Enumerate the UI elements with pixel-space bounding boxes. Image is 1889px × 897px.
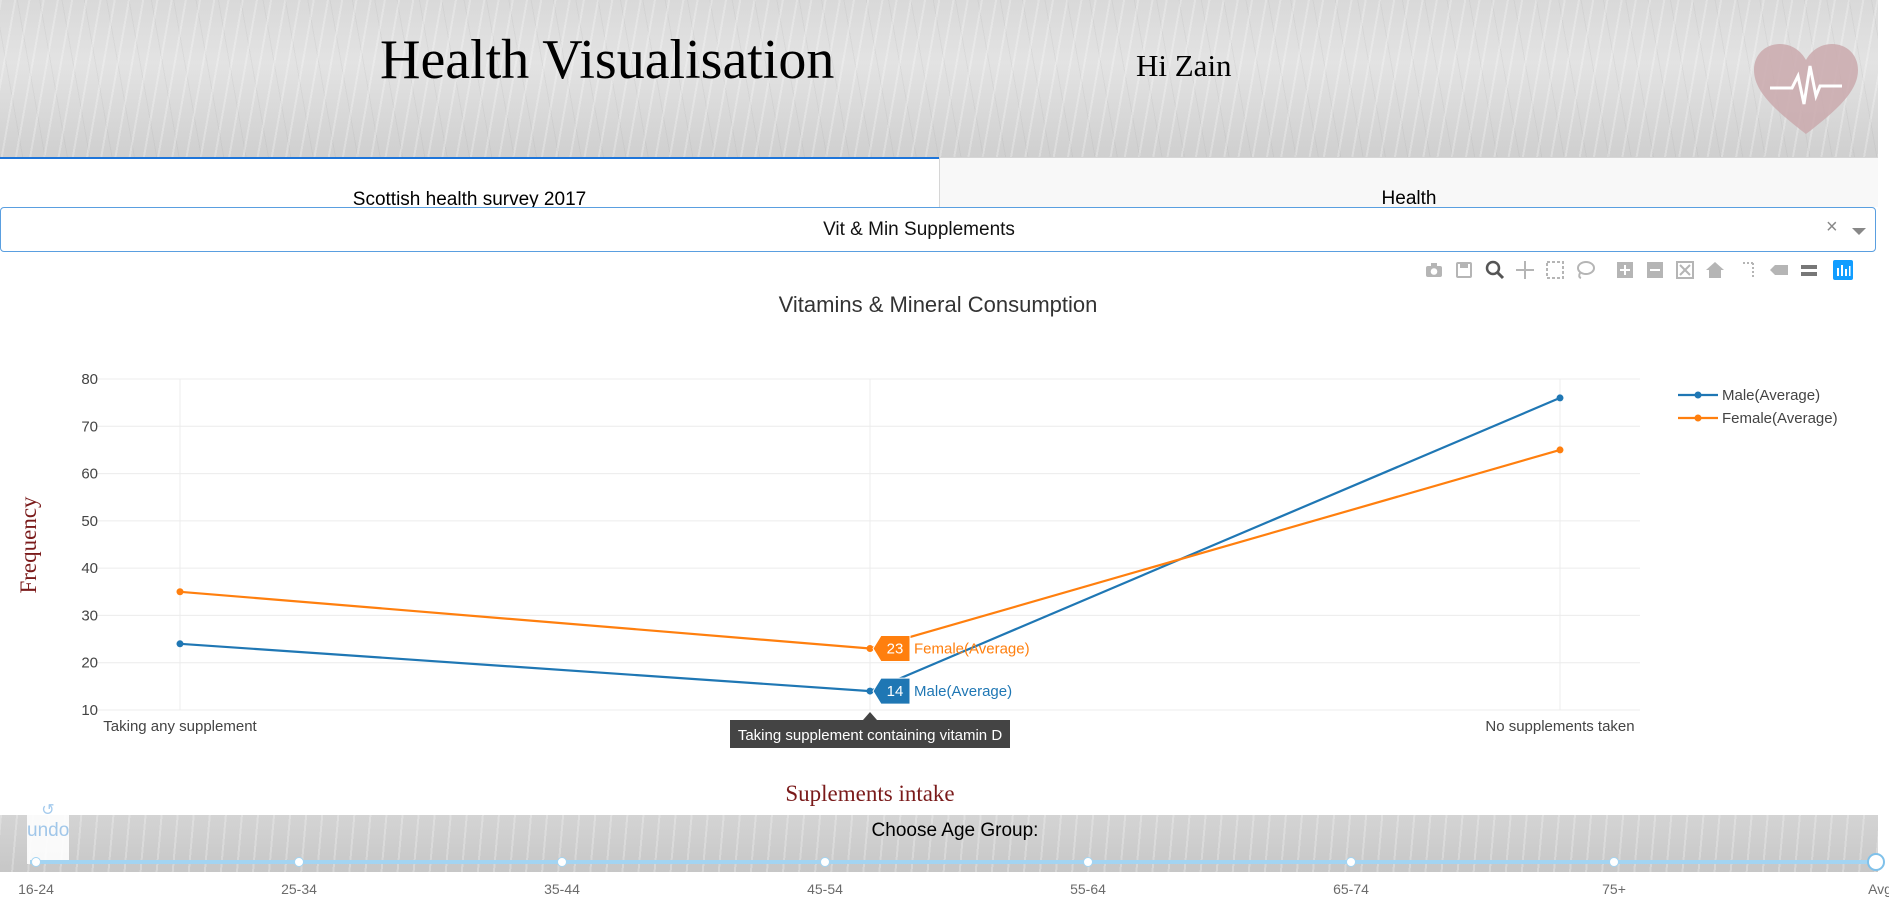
data-point <box>1556 446 1564 454</box>
y-tick-label: 10 <box>81 702 98 719</box>
hover-value: 14 <box>887 683 904 700</box>
supplements-line-chart: Vitamins & Mineral Consumption Frequency… <box>16 292 1838 806</box>
series-lines <box>176 394 1564 695</box>
spike-lines-icon[interactable] <box>1738 259 1760 281</box>
heart-pulse-icon <box>1754 44 1858 134</box>
x-tick-label: Taking any supplement <box>103 718 257 735</box>
slider-dot[interactable] <box>1083 857 1093 867</box>
chevron-down-icon[interactable] <box>1852 228 1866 235</box>
y-axis-ticks: 10 20 30 40 50 60 70 80 <box>81 371 98 719</box>
data-point <box>176 640 184 648</box>
save-icon[interactable] <box>1453 259 1475 281</box>
data-point <box>176 588 184 596</box>
app-title: Health Visualisation <box>380 29 835 91</box>
x-axis-title: Suplements intake <box>785 781 954 806</box>
slider-dot[interactable] <box>820 857 830 867</box>
y-tick-label: 20 <box>81 655 98 672</box>
slider-mark-label[interactable]: 65-74 <box>1333 881 1369 897</box>
legend-item-label: Female(Average) <box>1722 410 1838 427</box>
autoscale-icon[interactable] <box>1674 259 1696 281</box>
slider-dot[interactable] <box>557 857 567 867</box>
zoom-icon[interactable] <box>1484 259 1506 281</box>
header-banner <box>0 0 1878 158</box>
slider-mark-label[interactable]: 55-64 <box>1070 881 1106 897</box>
slider-mark-label[interactable]: 16-24 <box>18 881 54 897</box>
gridlines <box>96 378 1640 711</box>
slider-dot[interactable] <box>294 857 304 867</box>
y-tick-label: 70 <box>81 418 98 435</box>
slider-dot[interactable] <box>1346 857 1356 867</box>
x-tick-label: No supplements taken <box>1485 718 1634 735</box>
box-select-icon[interactable] <box>1544 259 1566 281</box>
clear-icon[interactable]: × <box>1826 216 1838 238</box>
zoom-out-icon[interactable] <box>1644 259 1666 281</box>
slider-dot[interactable] <box>31 857 41 867</box>
legend-item-label: Male(Average) <box>1722 387 1820 404</box>
legend-swatch-marker <box>1694 391 1702 399</box>
undo-button[interactable]: ↺ undo <box>27 796 69 864</box>
hover-series-name: Male(Average) <box>914 683 1012 700</box>
hover-label: 14 Male(Average) <box>872 677 1012 705</box>
y-tick-label: 80 <box>81 371 98 388</box>
slider-handle[interactable] <box>1867 853 1885 871</box>
y-tick-label: 30 <box>81 607 98 624</box>
zoom-in-icon[interactable] <box>1614 259 1636 281</box>
hover-box <box>872 677 911 705</box>
category-tooltip-text: Taking supplement containing vitamin D <box>738 727 1002 744</box>
slider-mark-label[interactable]: 45-54 <box>807 881 843 897</box>
plotly-logo-icon[interactable] <box>1832 259 1854 281</box>
reset-axes-icon[interactable] <box>1704 259 1726 281</box>
lasso-select-icon[interactable] <box>1574 259 1596 281</box>
legend: Male(Average) Female(Average) <box>1678 387 1838 427</box>
hover-tooltips: 23 Female(Average) 14 Male(Average) Taking s… <box>730 635 1030 748</box>
dataset-dropdown[interactable]: Vit & Min Supplements × <box>0 207 1876 252</box>
legend-swatch-marker <box>1694 414 1702 422</box>
category-tooltip: Taking supplement containing vitamin D <box>730 712 1010 748</box>
category-tooltip-box <box>730 712 1010 748</box>
age-group-label: Choose Age Group: <box>871 820 1039 841</box>
hover-label: 23 Female(Average) <box>872 635 1030 663</box>
slider-mark-label[interactable]: 25-34 <box>281 881 317 897</box>
y-tick-label: 40 <box>81 560 98 577</box>
hover-closest-icon[interactable] <box>1768 259 1790 281</box>
data-point <box>866 687 874 695</box>
chart-title: Vitamins & Mineral Consumption <box>779 292 1098 317</box>
slider-mark-label[interactable]: Avg <box>1868 881 1889 897</box>
undo-icon: ↺ <box>41 802 55 819</box>
tab-health[interactable]: Health <box>939 157 1878 209</box>
slider-dot[interactable] <box>1609 857 1619 867</box>
slider-mark-label[interactable]: 35-44 <box>544 881 580 897</box>
slider-mark-label[interactable]: 75+ <box>1602 881 1626 897</box>
undo-label: undo <box>27 820 70 841</box>
y-tick-label: 60 <box>81 466 98 483</box>
camera-icon[interactable] <box>1423 259 1445 281</box>
hover-series-name: Female(Average) <box>914 641 1030 658</box>
data-point <box>866 645 874 653</box>
tab-scottish-health-survey[interactable]: Scottish health survey 2017 <box>0 157 939 210</box>
tab-bar: Scottish health survey 2017 Health <box>0 157 1878 210</box>
age-group-slider[interactable] <box>30 860 1878 864</box>
user-greeting: Hi Zain <box>1136 48 1232 83</box>
data-point <box>1556 394 1564 402</box>
hover-value: 23 <box>887 641 904 658</box>
hover-box <box>872 635 911 663</box>
hover-compare-icon[interactable] <box>1798 259 1820 281</box>
pan-icon[interactable] <box>1514 259 1536 281</box>
y-axis-title: Frequency <box>16 496 41 594</box>
dropdown-selected-value: Vit & Min Supplements <box>823 219 1015 240</box>
y-tick-label: 50 <box>81 513 98 530</box>
